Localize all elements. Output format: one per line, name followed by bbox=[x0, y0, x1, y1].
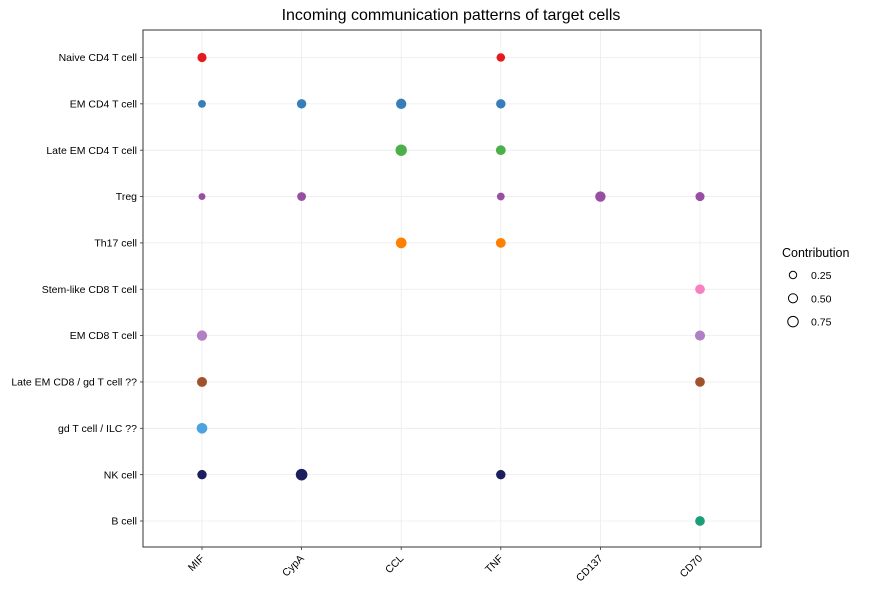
legend-key-circle bbox=[788, 270, 798, 280]
y-tick-label: EM CD4 T cell bbox=[70, 98, 137, 110]
legend-key-circle bbox=[787, 293, 799, 304]
y-tick-label: Late EM CD8 / gd T cell ?? bbox=[11, 377, 137, 389]
data-point bbox=[595, 191, 606, 202]
x-tick-label: CCL bbox=[383, 553, 406, 576]
data-point bbox=[196, 422, 208, 434]
data-point bbox=[197, 52, 207, 63]
y-tick-label: Naive CD4 T cell bbox=[59, 52, 137, 64]
y-tick-label: Late EM CD4 T cell bbox=[46, 145, 137, 157]
x-tick-label: MIF bbox=[186, 553, 207, 574]
data-point bbox=[197, 376, 207, 387]
data-point bbox=[695, 516, 705, 526]
x-tick-label: CD137 bbox=[574, 553, 606, 585]
data-point bbox=[198, 99, 206, 108]
data-point bbox=[496, 99, 506, 109]
data-point bbox=[695, 377, 705, 387]
x-tick-label: CypA bbox=[280, 553, 307, 580]
x-tick-label: TNF bbox=[483, 553, 506, 576]
legend-title: Contribution bbox=[782, 246, 849, 260]
y-tick-label: EM CD8 T cell bbox=[70, 330, 137, 342]
plot-panel-border bbox=[142, 29, 762, 548]
data-point bbox=[396, 98, 407, 110]
legend: Contribution 0.25 0.50 0.75 bbox=[782, 246, 849, 329]
legend-label: 0.75 bbox=[811, 317, 832, 329]
y-tick-label: Treg bbox=[116, 191, 137, 203]
data-point bbox=[495, 145, 506, 156]
data-points bbox=[196, 52, 706, 526]
y-tick-label: NK cell bbox=[104, 469, 137, 481]
data-point bbox=[496, 53, 506, 62]
data-point bbox=[695, 284, 705, 295]
data-point bbox=[196, 330, 208, 341]
data-point bbox=[296, 99, 307, 109]
data-point bbox=[198, 193, 206, 201]
x-tick-label: CD70 bbox=[678, 553, 706, 581]
legend-label: 0.25 bbox=[811, 270, 832, 282]
data-point bbox=[295, 468, 308, 481]
chart-title: Incoming communication patterns of targe… bbox=[282, 7, 621, 24]
x-axis: MIF CypA CCL TNF CD137 CD70 bbox=[186, 547, 705, 584]
y-tick-label: B cell bbox=[111, 516, 137, 528]
y-tick-label: Th17 cell bbox=[94, 238, 137, 250]
y-axis: Naive CD4 T cell EM CD4 T cell Late EM CD4… bbox=[11, 52, 143, 528]
data-point bbox=[496, 192, 505, 201]
legend-key-circle bbox=[787, 315, 799, 328]
data-point bbox=[695, 191, 705, 202]
data-point bbox=[496, 469, 506, 480]
data-point bbox=[395, 237, 407, 249]
data-point bbox=[694, 330, 706, 341]
y-tick-label: Stem-like CD8 T cell bbox=[42, 284, 137, 296]
data-point bbox=[395, 144, 407, 156]
data-point bbox=[297, 192, 307, 201]
legend-label: 0.50 bbox=[811, 293, 832, 305]
grid-lines bbox=[143, 30, 761, 547]
y-tick-label: gd T cell / ILC ?? bbox=[58, 423, 137, 435]
data-point bbox=[495, 237, 506, 248]
data-point bbox=[197, 469, 207, 480]
